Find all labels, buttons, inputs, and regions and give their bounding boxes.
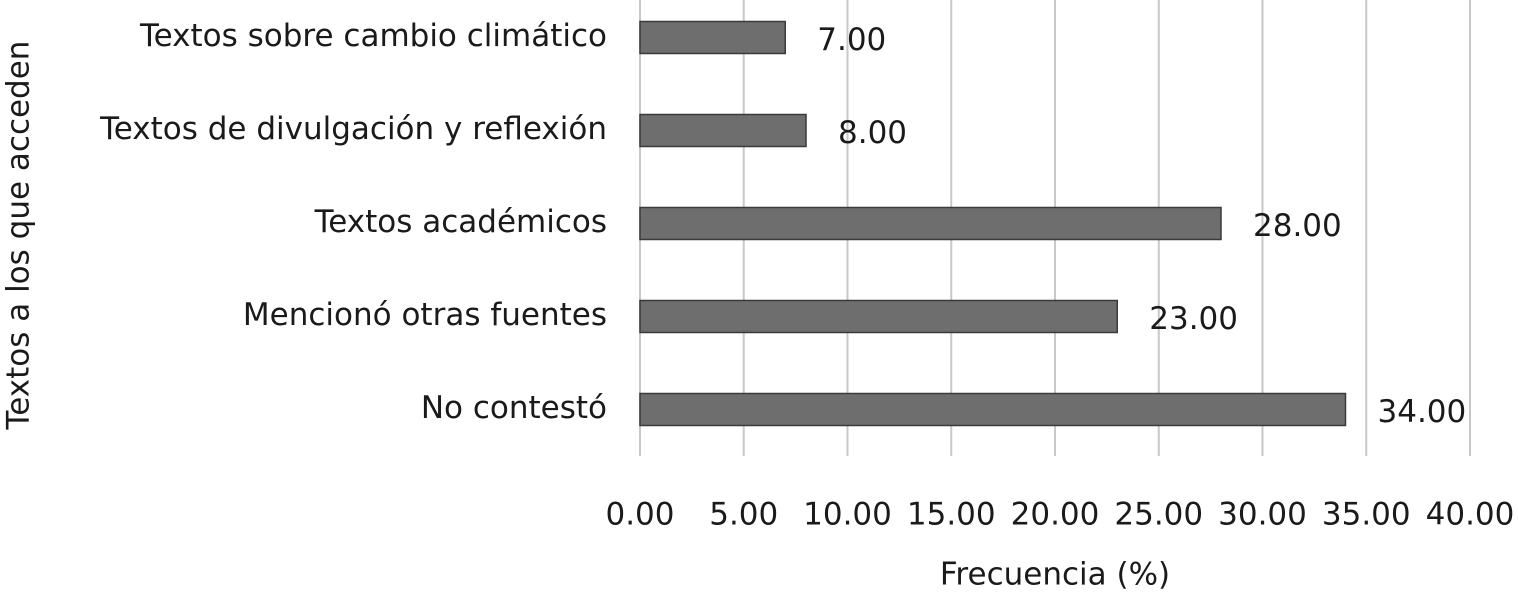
value-label: 7.00 bbox=[817, 22, 886, 58]
bar bbox=[639, 299, 1118, 334]
x-tick-label: 15.00 bbox=[907, 497, 996, 533]
y-axis-title: Textos a los que acceden bbox=[1, 41, 37, 431]
value-label: 23.00 bbox=[1149, 301, 1238, 337]
x-tick-label: 35.00 bbox=[1322, 497, 1411, 533]
y-tick-label: Mencionó otras fuentes bbox=[243, 297, 607, 333]
bar bbox=[639, 113, 807, 148]
bar bbox=[639, 392, 1347, 427]
x-tick-label: 0.00 bbox=[605, 497, 674, 533]
y-tick-label: Textos académicos bbox=[314, 204, 607, 240]
value-label: 8.00 bbox=[838, 115, 907, 151]
y-tick-label: Textos sobre cambio climático bbox=[139, 18, 607, 54]
x-tick-label: 5.00 bbox=[709, 497, 778, 533]
bar bbox=[639, 206, 1222, 241]
x-tick-label: 10.00 bbox=[803, 497, 892, 533]
x-tick-label: 40.00 bbox=[1426, 497, 1515, 533]
x-tick-label: 20.00 bbox=[1011, 497, 1100, 533]
value-label: 28.00 bbox=[1253, 208, 1342, 244]
y-tick-label: Textos de divulgación y reflexión bbox=[99, 111, 607, 147]
y-tick-label: No contestó bbox=[421, 390, 607, 426]
x-tick-label: 25.00 bbox=[1114, 497, 1203, 533]
bar bbox=[639, 20, 786, 55]
value-label: 34.00 bbox=[1378, 394, 1467, 430]
x-tick-label: 30.00 bbox=[1218, 497, 1307, 533]
x-axis-title: Frecuencia (%) bbox=[940, 557, 1170, 593]
